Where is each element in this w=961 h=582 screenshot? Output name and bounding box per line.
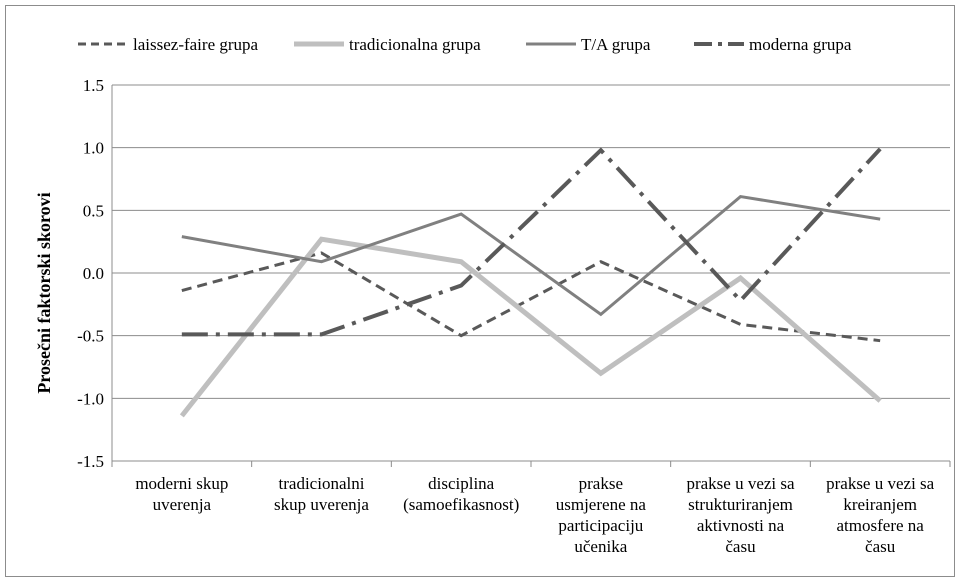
gridlines bbox=[112, 84, 950, 462]
series-lines bbox=[179, 147, 882, 418]
series-line bbox=[181, 194, 881, 317]
series-line bbox=[181, 251, 881, 343]
legend-label: tradicionalna grupa bbox=[349, 35, 481, 54]
series-line bbox=[181, 147, 882, 337]
series-line bbox=[179, 236, 882, 418]
legend-label: moderna grupa bbox=[749, 35, 852, 54]
x-category-label: tradicionalni skup uverenja bbox=[274, 474, 369, 514]
legend: laissez-faire grupa tradicionalna grupa T/… bbox=[78, 35, 852, 54]
y-axis-label: Prosečni faktorski skorovi bbox=[34, 192, 54, 393]
y-tick-label: 1.5 bbox=[83, 76, 104, 95]
y-tick-label: -1.0 bbox=[77, 389, 104, 408]
x-category-label: prakse usmjerene na participaciju učenika bbox=[556, 474, 647, 556]
x-category-label: disciplina (samoefikasnost) bbox=[403, 474, 519, 514]
y-tick-labels: 1.5 1.0 0.5 0.0 -0.5 -1.0 -1.5 bbox=[77, 76, 104, 471]
y-tick-label: 1.0 bbox=[83, 139, 104, 158]
x-category-label: moderni skup uverenja bbox=[135, 474, 228, 514]
x-category-labels: moderni skup uverenja tradicionalni skup uv… bbox=[135, 474, 934, 556]
y-tick-label: 0.5 bbox=[83, 201, 104, 220]
x-category-label: prakse u vezi sa strukturiranjem aktivnost… bbox=[686, 474, 795, 556]
axes bbox=[111, 85, 951, 467]
chart-frame: laissez-faire grupa tradicionalna grupa T/… bbox=[5, 5, 955, 577]
legend-label: laissez-faire grupa bbox=[133, 35, 259, 54]
x-category-label: prakse u vezi sa kreiranjem atmosfere na ča… bbox=[826, 474, 935, 556]
y-tick-label: -1.5 bbox=[77, 452, 104, 471]
legend-label: T/A grupa bbox=[581, 35, 651, 54]
y-tick-label: -0.5 bbox=[77, 327, 104, 346]
y-tick-label: 0.0 bbox=[83, 264, 104, 283]
line-chart: laissez-faire grupa tradicionalna grupa T/… bbox=[34, 35, 951, 556]
